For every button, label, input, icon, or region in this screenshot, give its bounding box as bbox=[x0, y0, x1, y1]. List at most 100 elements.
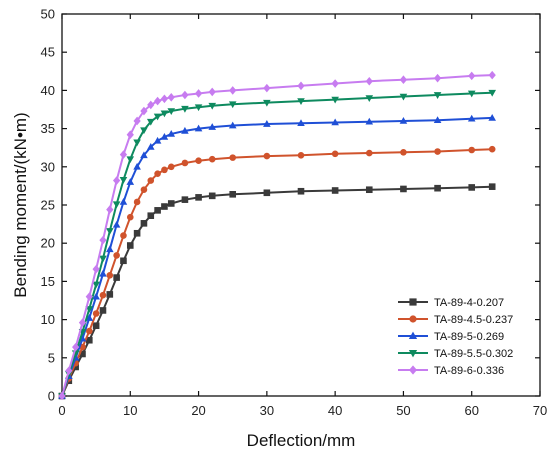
y-tick-label: 5 bbox=[48, 350, 55, 365]
data-point bbox=[434, 148, 441, 155]
data-point bbox=[167, 108, 176, 115]
data-point bbox=[331, 79, 339, 88]
data-point bbox=[120, 257, 127, 265]
y-tick-label: 45 bbox=[41, 45, 55, 60]
data-point bbox=[228, 101, 237, 109]
x-axis-title: Deflection/mm bbox=[247, 431, 356, 450]
legend-marker bbox=[409, 365, 417, 375]
data-point bbox=[160, 110, 169, 118]
series-1 bbox=[58, 183, 496, 400]
data-point bbox=[120, 232, 127, 239]
y-tick-label: 15 bbox=[41, 274, 55, 289]
legend-marker bbox=[409, 315, 417, 323]
data-point bbox=[153, 113, 162, 121]
legend: TA-89-4-0.207 TA-89-4.5-0.237 TA-89-5-0.26… bbox=[398, 297, 513, 377]
data-point bbox=[263, 152, 271, 160]
y-tick-label: 40 bbox=[41, 83, 55, 98]
data-point bbox=[119, 197, 128, 205]
axis-ticks: 0 10 20 30 40 50 60 70 0 5 10 15 20 25 30 35 40 45 50 bbox=[41, 7, 548, 419]
data-point bbox=[65, 366, 73, 376]
data-point bbox=[434, 184, 441, 192]
data-point bbox=[468, 71, 476, 81]
data-point bbox=[228, 121, 237, 129]
data-point bbox=[126, 178, 135, 185]
data-point bbox=[86, 336, 93, 344]
series-4 bbox=[58, 89, 496, 400]
series-line bbox=[61, 116, 493, 397]
series-line bbox=[61, 185, 493, 397]
data-point bbox=[133, 229, 141, 237]
data-point bbox=[263, 120, 271, 127]
data-point bbox=[160, 94, 169, 104]
data-point bbox=[153, 136, 162, 144]
data-point bbox=[297, 187, 305, 195]
data-point bbox=[126, 213, 134, 221]
data-point bbox=[433, 92, 442, 99]
data-point bbox=[112, 201, 121, 209]
data-point bbox=[181, 126, 189, 134]
y-tick-label: 0 bbox=[48, 389, 55, 404]
data-point bbox=[85, 314, 94, 321]
series-5 bbox=[58, 70, 496, 401]
data-point bbox=[208, 123, 217, 130]
data-point bbox=[147, 100, 155, 110]
y-tick-label: 50 bbox=[41, 7, 55, 22]
data-point bbox=[181, 196, 189, 203]
data-point bbox=[229, 86, 237, 95]
x-tick-label: 10 bbox=[123, 403, 137, 418]
data-point bbox=[113, 274, 120, 281]
data-point bbox=[467, 114, 476, 122]
data-point bbox=[488, 89, 496, 97]
data-point bbox=[106, 205, 114, 214]
data-point bbox=[99, 235, 107, 245]
data-point bbox=[195, 157, 202, 164]
series-line bbox=[61, 148, 493, 397]
series-line bbox=[61, 91, 493, 397]
data-point bbox=[229, 191, 237, 198]
data-point bbox=[297, 81, 305, 91]
x-tick-label: 30 bbox=[260, 403, 274, 418]
data-point bbox=[195, 194, 202, 201]
data-point bbox=[488, 183, 496, 190]
data-point bbox=[365, 95, 374, 102]
x-tick-label: 50 bbox=[396, 403, 410, 418]
data-point bbox=[140, 106, 148, 116]
legend-item-4: TA-89-5.5-0.302 bbox=[398, 348, 513, 360]
data-point bbox=[331, 96, 339, 104]
data-point bbox=[126, 130, 134, 140]
data-point bbox=[154, 207, 161, 214]
series-layer bbox=[58, 70, 496, 401]
data-point bbox=[147, 212, 155, 219]
data-point bbox=[488, 113, 496, 121]
data-point bbox=[297, 119, 305, 127]
data-point bbox=[208, 155, 216, 163]
data-point bbox=[181, 90, 189, 100]
data-point bbox=[146, 142, 155, 150]
data-point bbox=[365, 186, 373, 194]
legend-item-3: TA-89-5-0.269 bbox=[398, 331, 504, 343]
data-point bbox=[85, 292, 93, 301]
data-point bbox=[331, 118, 339, 126]
data-point bbox=[92, 322, 100, 330]
x-tick-label: 20 bbox=[191, 403, 205, 418]
data-point bbox=[106, 271, 114, 279]
data-point bbox=[72, 342, 80, 352]
data-point bbox=[99, 269, 107, 277]
data-point bbox=[153, 96, 162, 106]
data-point bbox=[58, 391, 66, 401]
data-point bbox=[140, 127, 148, 135]
data-point bbox=[92, 292, 100, 300]
data-point bbox=[160, 133, 169, 140]
data-point bbox=[331, 187, 339, 194]
data-point bbox=[119, 176, 128, 184]
data-point bbox=[112, 220, 121, 228]
data-point bbox=[181, 105, 189, 113]
data-point bbox=[167, 92, 175, 102]
data-point bbox=[399, 117, 408, 124]
data-point bbox=[208, 102, 217, 110]
legend-item-1: TA-89-4-0.207 bbox=[398, 297, 504, 309]
data-point bbox=[468, 184, 476, 191]
data-point bbox=[400, 185, 407, 193]
